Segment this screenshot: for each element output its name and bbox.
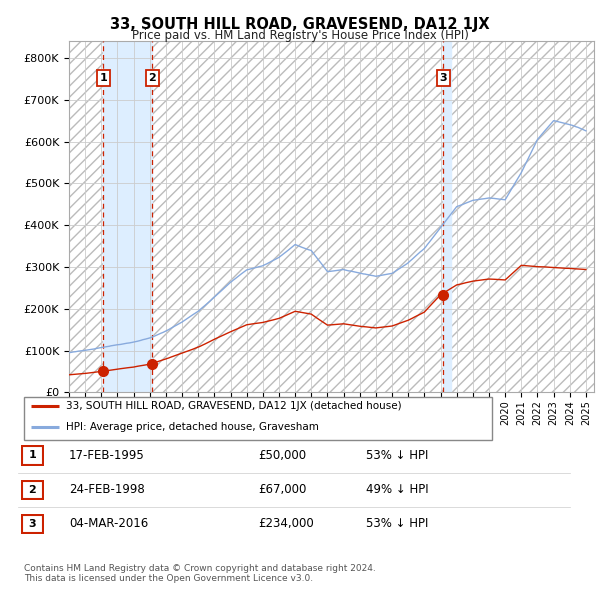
Text: £67,000: £67,000: [258, 483, 307, 496]
Text: 2: 2: [29, 485, 36, 494]
Text: 49% ↓ HPI: 49% ↓ HPI: [366, 483, 428, 496]
Text: 24-FEB-1998: 24-FEB-1998: [69, 483, 145, 496]
Text: 33, SOUTH HILL ROAD, GRAVESEND, DA12 1JX: 33, SOUTH HILL ROAD, GRAVESEND, DA12 1JX: [110, 17, 490, 32]
FancyBboxPatch shape: [22, 481, 43, 499]
Text: 1: 1: [29, 451, 36, 460]
FancyBboxPatch shape: [24, 397, 492, 440]
Text: 3: 3: [439, 73, 447, 83]
Text: 17-FEB-1995: 17-FEB-1995: [69, 449, 145, 462]
Text: 53% ↓ HPI: 53% ↓ HPI: [366, 517, 428, 530]
Bar: [69, 41, 594, 392]
FancyBboxPatch shape: [22, 447, 43, 464]
Text: 1: 1: [100, 73, 107, 83]
Text: Price paid vs. HM Land Registry's House Price Index (HPI): Price paid vs. HM Land Registry's House …: [131, 30, 469, 42]
Text: £234,000: £234,000: [258, 517, 314, 530]
Text: 33, SOUTH HILL ROAD, GRAVESEND, DA12 1JX (detached house): 33, SOUTH HILL ROAD, GRAVESEND, DA12 1JX…: [66, 401, 402, 411]
FancyBboxPatch shape: [22, 515, 43, 533]
Text: 3: 3: [29, 519, 36, 529]
Text: 2: 2: [148, 73, 156, 83]
Text: Contains HM Land Registry data © Crown copyright and database right 2024.
This d: Contains HM Land Registry data © Crown c…: [24, 563, 376, 583]
Bar: [443, 41, 451, 392]
Text: £50,000: £50,000: [258, 449, 306, 462]
Bar: [103, 41, 152, 392]
Text: 04-MAR-2016: 04-MAR-2016: [69, 517, 148, 530]
Text: HPI: Average price, detached house, Gravesham: HPI: Average price, detached house, Grav…: [66, 422, 319, 432]
Text: 53% ↓ HPI: 53% ↓ HPI: [366, 449, 428, 462]
